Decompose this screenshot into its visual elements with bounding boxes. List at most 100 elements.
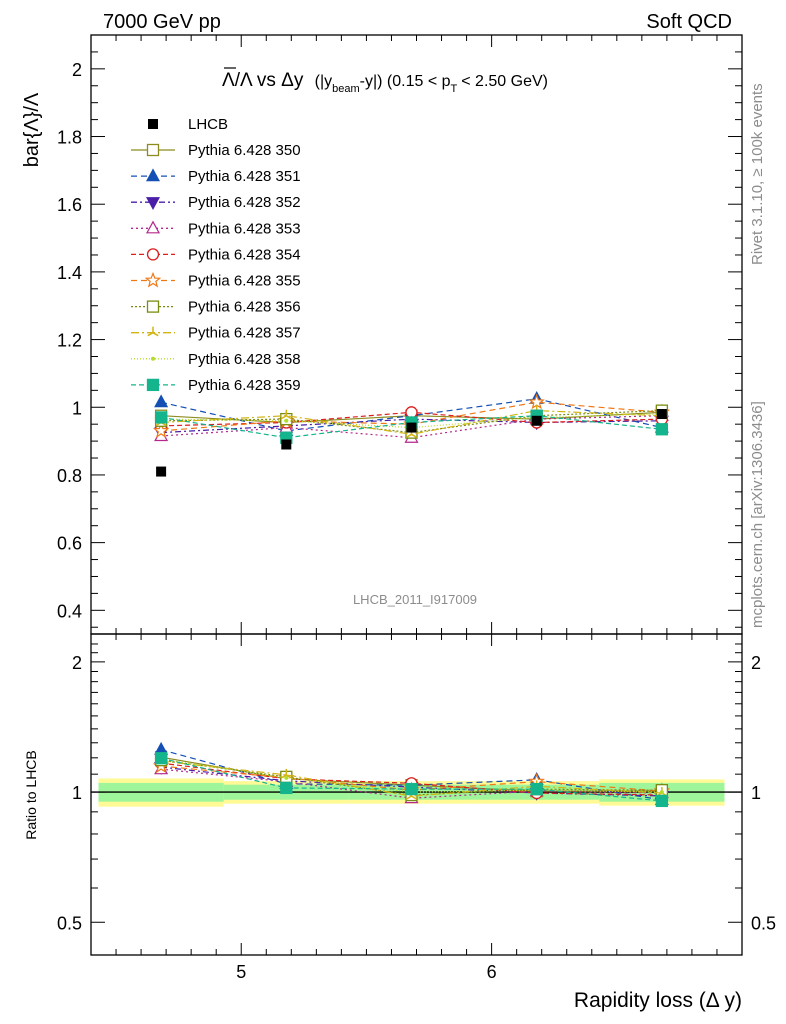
legend-item-4: Pythia 6.428 354 — [131, 246, 301, 263]
legend-item-1: Pythia 6.428 351 — [131, 168, 301, 185]
legend-marker-8 — [151, 356, 155, 361]
ratio-series-7-point-2-spoke — [411, 795, 418, 800]
y-tick-label-3: 1 — [72, 398, 82, 418]
series-1-point-0-shape — [154, 394, 169, 408]
title-paren: (|y — [315, 73, 332, 90]
ratio-series-8-point-1 — [284, 775, 289, 780]
ratio-series-9-point-0 — [154, 752, 168, 765]
legend-marker-9 — [146, 378, 160, 392]
legend-label-6: Pythia 6.428 356 — [188, 299, 301, 316]
data-point-4-shape — [656, 409, 667, 420]
axes: 5 6 0.4 0.6 0.8 1 1.2 1.4 1.6 1.8 2 0.5 0.5 1 1 2 2 — [57, 34, 776, 982]
series-7-point-2-spoke — [405, 433, 412, 438]
ratio-series-9-point-2 — [405, 782, 418, 796]
data-point-3-shape — [531, 415, 542, 426]
x-tick-label-0: 5 — [236, 962, 246, 982]
legend-item-7: Pythia 6.428 357 — [131, 325, 301, 342]
ratio-series-layer — [152, 741, 671, 808]
series-layer — [152, 391, 671, 477]
series-line-8 — [161, 413, 662, 429]
legend-label-8: Pythia 6.428 358 — [188, 351, 301, 368]
legend-item-0: Pythia 6.428 350 — [131, 142, 301, 159]
data-point-4 — [656, 409, 667, 420]
data-point-2-shape — [406, 422, 417, 433]
ratio-series-9-point-2-shape — [405, 782, 418, 796]
legend-marker-2-shape — [145, 197, 161, 210]
legend-item-8: Pythia 6.428 358 — [131, 351, 301, 368]
series-7-point-1-spoke — [285, 415, 292, 420]
title-main: Λ/Λ vs Δy — [222, 70, 304, 91]
legend-marker-6-shape — [146, 300, 160, 313]
legend-label-5: Pythia 6.428 355 — [188, 273, 301, 290]
legend-data-label: LHCB — [188, 116, 228, 133]
legend-label-9: Pythia 6.428 359 — [188, 377, 301, 394]
analysis-id: LHCB_2011_I917009 — [353, 592, 477, 607]
legend-marker-6 — [146, 300, 160, 313]
title-end: < 2.50 GeV) — [461, 73, 548, 90]
title-pt-sub: T — [451, 83, 458, 95]
legend-marker-7-spoke — [147, 332, 154, 337]
ratio-tick-label-right-1: 1 — [751, 783, 761, 803]
legend-item-2: Pythia 6.428 352 — [131, 194, 301, 211]
legend-label-2: Pythia 6.428 352 — [188, 194, 301, 211]
legend-label-0: Pythia 6.428 350 — [188, 142, 301, 159]
ratio-series-7-point-1-spoke — [285, 774, 292, 779]
ratio-y-axis-title: Ratio to LHCB — [23, 750, 39, 839]
ratio-series-9-point-1-shape — [280, 781, 293, 795]
data-point-2 — [406, 422, 417, 433]
rivet-label: Rivet 3.1.10, ≥ 100k events — [749, 83, 766, 265]
series-5-point-0 — [152, 422, 170, 438]
y-tick-label-1: 0.6 — [57, 534, 82, 554]
legend-marker-0-shape — [146, 143, 160, 157]
series-7-point-1-spoke — [280, 415, 287, 420]
legend-marker-9-shape — [146, 378, 160, 392]
series-9-point-0 — [154, 411, 168, 424]
y-tick-label-5: 1.4 — [57, 263, 82, 283]
ratio-series-9-point-4-shape — [655, 794, 669, 808]
legend-marker-5 — [144, 271, 162, 288]
y-axis-title: bar{Λ}/Λ — [21, 92, 43, 167]
series-7-point-1 — [280, 409, 292, 420]
legend-marker-3-shape — [145, 220, 161, 234]
title-beam-sub: beam — [332, 83, 360, 95]
legend-label-7: Pythia 6.428 357 — [188, 325, 301, 342]
legend: LHCB Pythia 6.428 350 Pythia 6.428 351 Pyth… — [131, 116, 301, 394]
ratio-series-7-point-1-spoke — [280, 774, 287, 779]
y-tick-label-4: 1.2 — [57, 331, 82, 351]
plot-title: Λ/Λ vs Δy (|ybeam-y|) (0.15 < pT < 2.50 G… — [222, 67, 548, 95]
ratio-series-8-point-4 — [659, 790, 664, 795]
series-8-point-1 — [284, 418, 289, 423]
legend-data-marker — [148, 119, 158, 129]
ratio-tick-label-left-1: 1 — [72, 783, 82, 803]
data-point-1 — [281, 439, 292, 450]
legend-item-6: Pythia 6.428 356 — [131, 299, 301, 316]
y-tick-label-7: 1.8 — [57, 128, 82, 148]
ratio-tick-label-right-2: 2 — [751, 653, 761, 673]
title-text: Λ/Λ vs Δy (|ybeam-y|) (0.15 < pT < 2.50 G… — [222, 70, 548, 95]
legend-marker-7 — [147, 326, 159, 337]
legend-marker-1 — [145, 168, 161, 182]
legend-item-9: Pythia 6.428 359 — [131, 377, 301, 394]
legend-marker-3 — [145, 220, 161, 234]
legend-item-5: Pythia 6.428 355 — [131, 271, 301, 290]
ratio-tick-label-right-0: 0.5 — [751, 913, 776, 933]
legend-marker-4-shape — [146, 248, 160, 261]
ratio-line-9 — [160, 757, 662, 802]
y-tick-label-0: 0.4 — [57, 601, 82, 621]
legend-marker-7-spoke — [152, 332, 159, 337]
series-9-point-4 — [655, 423, 669, 436]
ratio-series-9-point-3 — [530, 783, 543, 796]
x-axis-title: Rapidity loss (Δ y) — [574, 989, 742, 1012]
ratio-series-7-point-2-spoke — [405, 795, 412, 800]
legend-marker-0 — [146, 143, 160, 157]
legend-marker-1-shape — [145, 168, 161, 182]
y-tick-label-8: 2 — [72, 60, 82, 80]
series-7-point-2-spoke — [411, 433, 418, 438]
y-tick-label-6: 1.6 — [57, 195, 82, 215]
legend-marker-2 — [145, 197, 161, 210]
legend-label-4: Pythia 6.428 354 — [188, 246, 301, 263]
series-9-point-0-shape — [154, 411, 168, 424]
header-energy-label: 7000 GeV pp — [103, 11, 221, 33]
legend-marker-8-shape — [151, 356, 155, 361]
